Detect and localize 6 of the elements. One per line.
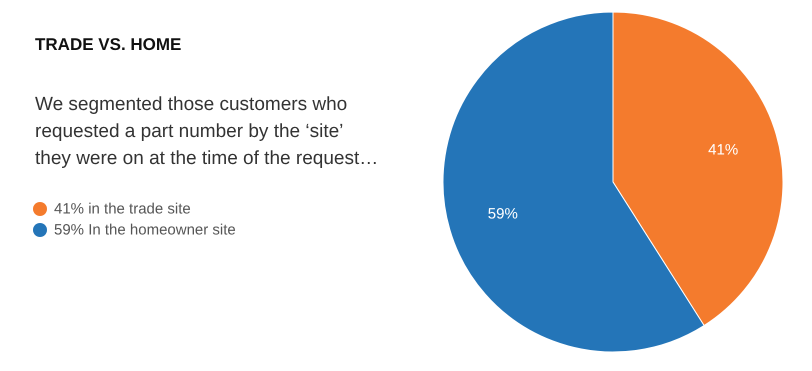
text: We segmented those customers who requested a part number by the ‘site’ they were on at the time of the request… xyxy=(35,94,378,169)
text: TRADE VS. HOME xyxy=(35,35,182,54)
legend-label: 41% in the trade site xyxy=(54,200,191,218)
legend-label: 59% In the homeowner site xyxy=(54,222,236,238)
data-label: 59% xyxy=(488,206,518,223)
data-label: 41% xyxy=(708,141,738,158)
